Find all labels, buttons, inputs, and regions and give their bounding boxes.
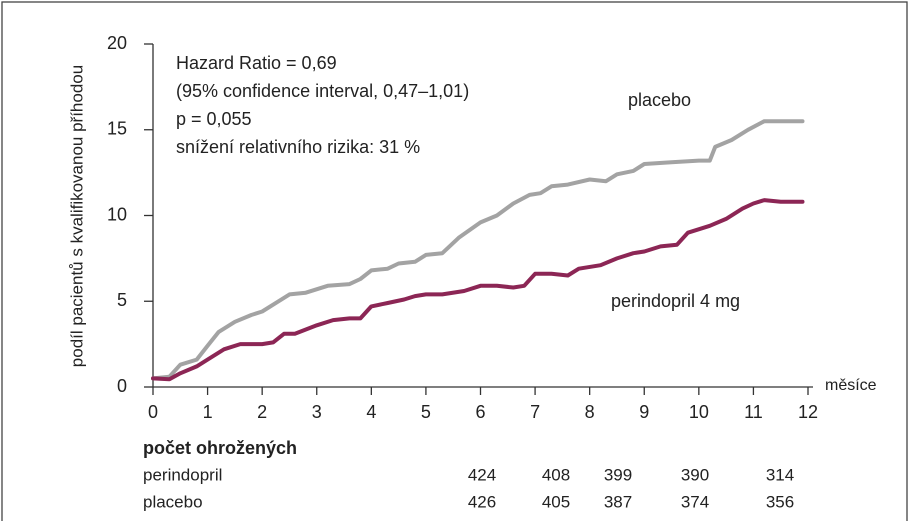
at-risk-value: 405	[542, 492, 570, 511]
series-label: placebo	[628, 90, 691, 110]
x-axis-label: měsíce	[825, 377, 877, 394]
y-tick-label: 10	[107, 204, 127, 224]
at-risk-value: 314	[766, 465, 794, 484]
y-tick-label: 5	[117, 290, 127, 310]
y-tick-label: 0	[117, 376, 127, 396]
at-risk-value: 399	[604, 465, 632, 484]
x-tick-label: 0	[148, 402, 158, 422]
x-tick-label: 1	[203, 402, 213, 422]
annotation: snížení relativního rizika: 31 %	[176, 137, 420, 157]
at-risk-value: 408	[542, 465, 570, 484]
at-risk-value: 390	[681, 465, 709, 484]
x-tick-label: 9	[639, 402, 649, 422]
annotation: Hazard Ratio = 0,69	[176, 53, 337, 73]
y-tick-label: 15	[107, 119, 127, 139]
series-line	[151, 119, 805, 381]
at-risk-title: počet ohrožených	[143, 438, 297, 458]
x-tick-label: 3	[312, 402, 322, 422]
annotation: (95% confidence interval, 0,47–1,01)	[176, 81, 469, 101]
annotation: p = 0,055	[176, 109, 252, 129]
x-tick-label: 8	[585, 402, 595, 422]
at-risk-value: 426	[468, 492, 496, 511]
x-tick-label: 5	[421, 402, 431, 422]
y-axis-label: podíl pacientů s kvalifikovanou příhodou	[67, 65, 86, 367]
x-tick-label: 6	[475, 402, 485, 422]
at-risk-value: 356	[766, 492, 794, 511]
at-risk-row-name: perindopril	[143, 465, 222, 484]
series-label: perindopril 4 mg	[611, 291, 740, 311]
series-line	[151, 198, 805, 382]
at-risk-value: 374	[681, 492, 709, 511]
x-tick-label: 7	[530, 402, 540, 422]
at-risk-value: 387	[604, 492, 632, 511]
x-tick-label: 10	[689, 402, 709, 422]
x-tick-label: 2	[257, 402, 267, 422]
x-tick-label: 12	[798, 402, 818, 422]
at-risk-row-name: placebo	[143, 492, 203, 511]
y-tick-label: 20	[107, 33, 127, 53]
x-tick-label: 4	[366, 402, 376, 422]
x-tick-label: 11	[744, 402, 763, 422]
at-risk-value: 424	[468, 465, 496, 484]
